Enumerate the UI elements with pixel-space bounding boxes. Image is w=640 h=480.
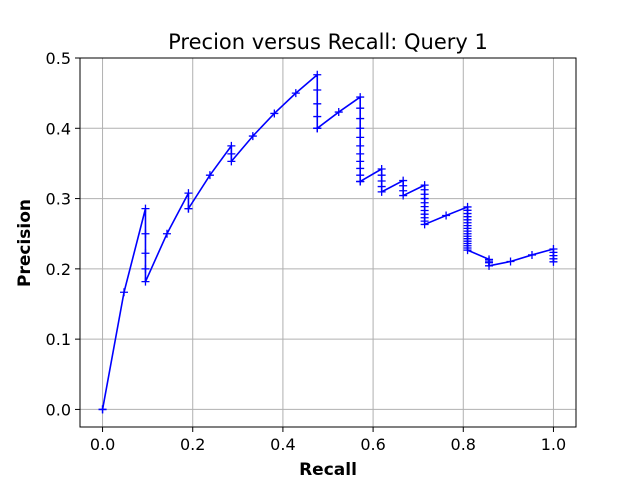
x-tick-label: 0.2 — [180, 435, 205, 454]
data-point — [527, 250, 536, 259]
data-point — [356, 177, 365, 186]
data-point — [313, 85, 322, 94]
y-tick-label: 0.4 — [46, 119, 71, 138]
data-point — [313, 99, 322, 108]
plot-frame — [79, 57, 577, 428]
data-point — [141, 204, 150, 213]
data-point — [141, 277, 150, 286]
data-point — [356, 157, 365, 166]
data-point — [184, 204, 193, 213]
y-tick-label: 0.3 — [46, 190, 71, 209]
data-point — [356, 124, 365, 133]
data-point — [227, 141, 236, 150]
y-tick-label: 0.2 — [46, 260, 71, 279]
data-point — [141, 229, 150, 238]
data-point — [141, 264, 150, 273]
data-point — [442, 211, 451, 220]
data-point — [313, 70, 322, 79]
data-point — [399, 191, 408, 200]
data-point — [313, 112, 322, 121]
data-point — [506, 257, 515, 266]
data-point — [248, 132, 257, 141]
tick-layer: 0.0 0.2 0.4 0.6 0.8 1.0 0.0 0.1 0.2 0.3 0.4 0.5 — [46, 49, 567, 454]
data-point — [356, 114, 365, 123]
x-axis-label: Recall — [299, 460, 357, 480]
data-point — [356, 141, 365, 150]
data-point — [313, 124, 322, 133]
series-layer — [98, 70, 558, 414]
data-point — [227, 157, 236, 166]
x-tick-label: 0.0 — [90, 435, 115, 454]
x-tick-label: 0.4 — [270, 435, 295, 454]
data-point — [141, 249, 150, 258]
x-tick-label: 0.8 — [451, 435, 476, 454]
data-point — [463, 246, 472, 255]
y-tick-label: 0.1 — [46, 330, 71, 349]
data-point — [356, 149, 365, 158]
data-point — [356, 164, 365, 173]
data-point — [120, 288, 129, 297]
series-markers — [98, 70, 558, 414]
data-point — [549, 257, 558, 266]
chart-title: Precion versus Recall: Query 1 — [168, 30, 488, 54]
y-tick-label: 0.5 — [46, 49, 71, 68]
data-point — [291, 89, 300, 98]
x-tick-label: 0.6 — [360, 435, 385, 454]
data-point — [270, 109, 279, 118]
x-tick-label: 1.0 — [541, 435, 566, 454]
series-line — [101, 73, 555, 410]
data-point — [227, 149, 236, 158]
data-point — [356, 93, 365, 102]
data-point — [420, 220, 429, 229]
data-point — [356, 104, 365, 113]
data-point — [377, 187, 386, 196]
data-point — [162, 229, 171, 238]
data-point — [205, 171, 214, 180]
data-point — [485, 261, 494, 270]
y-axis-label: Precision — [15, 199, 35, 287]
data-point — [184, 189, 193, 198]
data-point — [334, 108, 343, 117]
grid-layer — [80, 57, 576, 427]
data-point — [98, 405, 107, 414]
data-point — [356, 133, 365, 142]
y-tick-label: 0.0 — [46, 400, 71, 419]
